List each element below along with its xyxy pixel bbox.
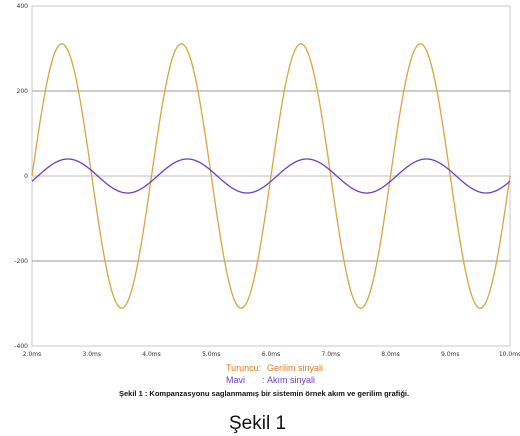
series-line-1 xyxy=(31,158,511,194)
x-tick-label-1: 3.0ms xyxy=(82,351,101,358)
legend-label-current: Akım sinyali xyxy=(267,375,315,385)
legend: Turuncu: Gerilim sinyali Mavi : Akım sin… xyxy=(226,363,323,385)
legend-label-voltage: Gerilim sinyali xyxy=(267,363,323,373)
legend-prefix-current: Mavi xyxy=(226,375,245,385)
x-tick-label-2: 4.0ms xyxy=(142,351,161,358)
y-tick-label-0: 400 xyxy=(17,3,29,10)
x-tick-label-3: 5.0ms xyxy=(202,351,221,358)
y-tick-label-2: 0 xyxy=(24,173,28,180)
y-tick-labels: 400 200 0 -200 -400 xyxy=(14,3,28,350)
legend-separator-current: : xyxy=(262,375,265,385)
series-layer xyxy=(31,43,511,309)
legend-prefix-voltage: Turuncu: xyxy=(226,363,261,373)
x-tick-label-6: 8.0ms xyxy=(381,351,400,358)
x-tick-label-4: 6.0ms xyxy=(262,351,281,358)
x-tick-labels: 2.0ms 3.0ms 4.0ms 5.0ms 6.0ms 7.0ms 8.0ms 9.0ms… xyxy=(23,351,520,358)
figure-caption: Şekil 1 : Kompanzasyonu saglanmamış bir … xyxy=(119,389,409,398)
figure-title: Şekil 1 xyxy=(229,413,286,434)
x-tick-label-5: 7.0ms xyxy=(321,351,340,358)
y-tick-label-4: -400 xyxy=(14,343,28,350)
x-tick-label-8: 10.0ms xyxy=(499,351,520,358)
y-tick-label-3: -200 xyxy=(14,258,28,265)
y-tick-label-1: 200 xyxy=(17,88,29,95)
x-tick-label-0: 2.0ms xyxy=(23,351,42,358)
x-tick-label-7: 9.0ms xyxy=(441,351,460,358)
